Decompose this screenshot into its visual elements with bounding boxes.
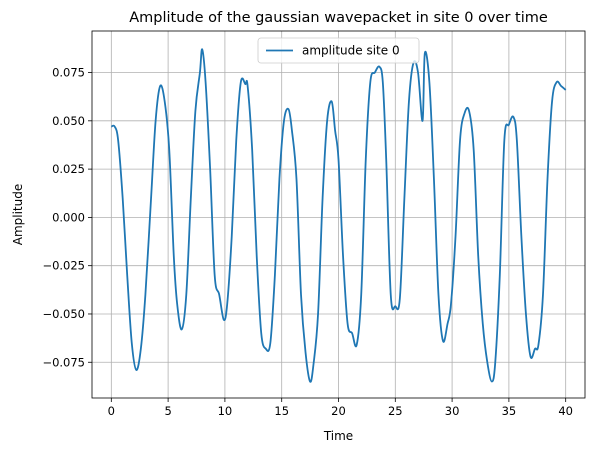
x-axis-label: Time <box>323 429 353 443</box>
legend-label: amplitude site 0 <box>302 44 400 58</box>
grid-lines <box>92 31 585 398</box>
x-tick-label: 15 <box>274 404 289 418</box>
x-tick-label: 30 <box>445 404 460 418</box>
x-tick-label: 5 <box>164 404 171 418</box>
y-tick-label: 0.075 <box>52 66 85 80</box>
legend: amplitude site 0 <box>257 37 420 64</box>
x-tick-label: 0 <box>108 404 115 418</box>
y-tick-label: −0.025 <box>42 259 85 273</box>
legend-box <box>257 37 420 64</box>
plot-area <box>111 48 567 383</box>
y-axis: −0.075 −0.050 −0.025 0.000 0.025 0.050 0.075 <box>42 66 92 369</box>
chart-title: Amplitude of the gaussian wavepacket in … <box>129 10 548 26</box>
x-tick-label: 20 <box>331 404 346 418</box>
series-line-amplitude-site-0 <box>111 48 567 383</box>
y-tick-label: 0.000 <box>52 210 85 224</box>
x-tick-label: 10 <box>218 404 233 418</box>
x-tick-label: 25 <box>388 404 403 418</box>
x-tick-label: 35 <box>502 404 517 418</box>
y-tick-label: 0.025 <box>52 162 85 176</box>
x-tick-label: 40 <box>558 404 573 418</box>
y-axis-label: Amplitude <box>11 184 25 246</box>
y-tick-label: 0.050 <box>52 114 85 128</box>
y-tick-label: −0.075 <box>42 355 85 369</box>
x-axis: 0 5 10 15 20 25 30 35 40 <box>108 398 573 418</box>
y-tick-label: −0.050 <box>42 307 85 321</box>
